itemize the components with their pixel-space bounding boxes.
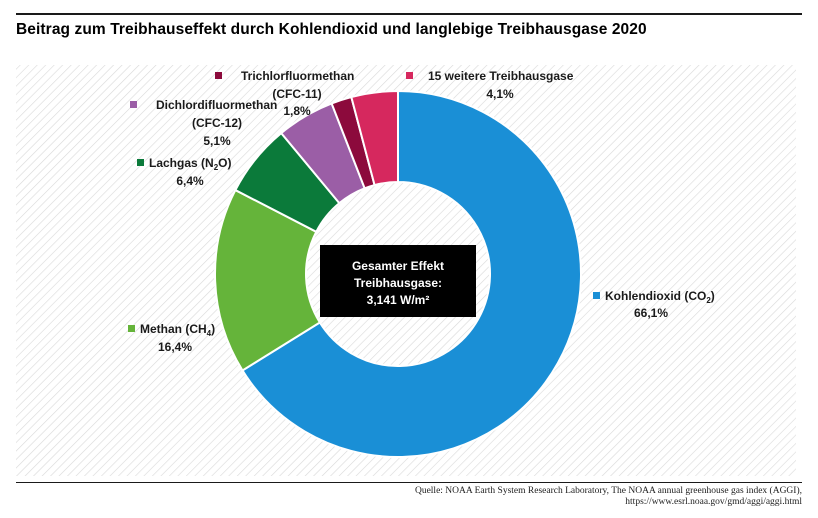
legend-swatch-n2o xyxy=(137,159,144,166)
slice-co2 xyxy=(241,89,582,458)
label-ch4: Methan (CH4) xyxy=(140,322,215,338)
value-n2o: 6,4% xyxy=(176,174,204,188)
center-label-line3: 3,141 W/m² xyxy=(367,293,430,307)
source-line-1: Quelle: NOAA Earth System Research Labor… xyxy=(414,486,802,496)
label-n2o: Lachgas (N2O) xyxy=(149,156,231,172)
value-cfc12: 5,1% xyxy=(203,134,231,148)
label-co2: Kohlendioxid (CO2) xyxy=(605,289,715,305)
legend-swatch-cfc11 xyxy=(215,72,222,79)
label-others: 15 weitere Treibhausgase xyxy=(428,69,574,83)
value-ch4: 16,4% xyxy=(158,340,192,354)
legend-swatch-co2 xyxy=(593,292,600,299)
top-rule xyxy=(16,13,802,15)
source-note: Quelle: NOAA Earth System Research Labor… xyxy=(415,486,802,508)
value-co2: 66,1% xyxy=(634,306,668,320)
center-label-line1: Gesamter Effekt xyxy=(352,259,444,273)
center-label-line2: Treibhausgase: xyxy=(354,276,442,290)
label-cfc12: Dichlordifluormethan xyxy=(156,98,277,112)
center-box xyxy=(320,245,476,317)
value-cfc11: 1,8% xyxy=(283,104,311,118)
donut-slices xyxy=(214,89,582,458)
legend-swatch-others xyxy=(406,72,413,79)
legend-swatch-cfc12 xyxy=(130,101,137,108)
source-line-2: https://www.esrl.noaa.gov/gmd/aggi/aggi.… xyxy=(625,497,802,507)
label-cfc11-formula: (CFC-11) xyxy=(272,87,321,101)
slice-ch4 xyxy=(214,188,322,372)
bottom-rule xyxy=(16,482,802,483)
chart-title: Beitrag zum Treibhauseffekt durch Kohlen… xyxy=(16,21,647,38)
label-cfc11: Trichlorfluormethan xyxy=(241,69,354,83)
label-cfc12-formula: (CFC-12) xyxy=(192,116,242,130)
value-others: 4,1% xyxy=(486,87,514,101)
slice-others xyxy=(350,89,399,187)
legend-swatch-ch4 xyxy=(128,325,135,332)
